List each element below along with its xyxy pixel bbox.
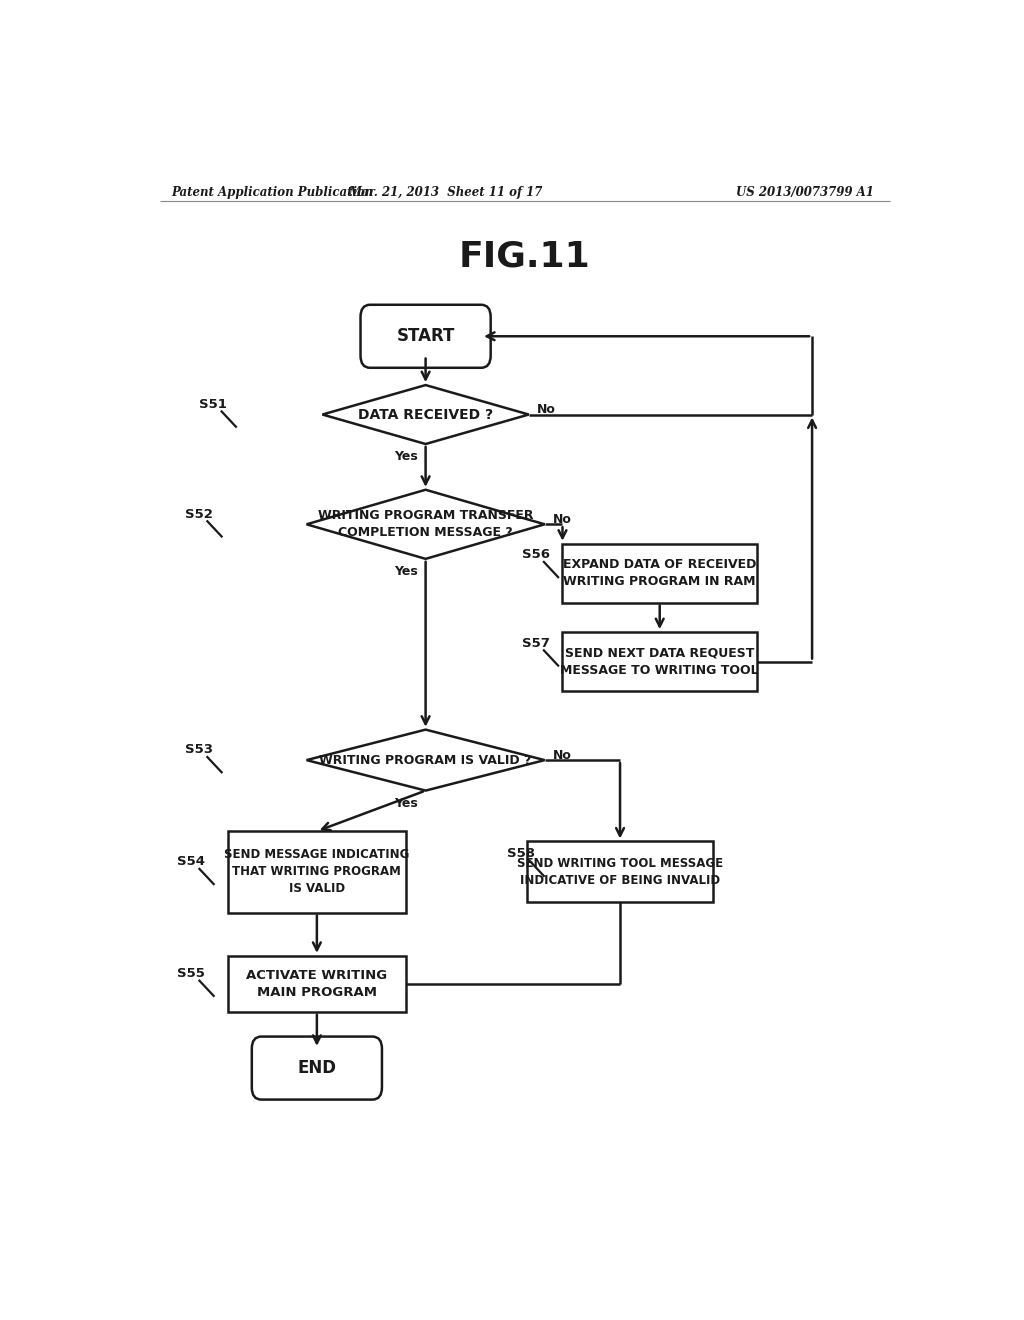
Text: US 2013/0073799 A1: US 2013/0073799 A1 xyxy=(736,186,873,199)
Text: Yes: Yes xyxy=(394,797,418,809)
Text: END: END xyxy=(297,1059,336,1077)
Bar xyxy=(526,841,714,903)
Text: ACTIVATE WRITING
MAIN PROGRAM: ACTIVATE WRITING MAIN PROGRAM xyxy=(247,969,387,999)
Text: FIG.11: FIG.11 xyxy=(459,240,591,273)
Text: No: No xyxy=(553,512,571,525)
Bar xyxy=(227,832,407,912)
Bar xyxy=(562,544,757,602)
Text: S58: S58 xyxy=(507,847,536,861)
Text: SEND WRITING TOOL MESSAGE
INDICATIVE OF BEING INVALID: SEND WRITING TOOL MESSAGE INDICATIVE OF … xyxy=(517,857,723,887)
Text: WRITING PROGRAM TRANSFER
COMPLETION MESSAGE ?: WRITING PROGRAM TRANSFER COMPLETION MESS… xyxy=(317,510,534,540)
Text: S55: S55 xyxy=(177,968,205,979)
Text: No: No xyxy=(537,403,556,416)
Text: S52: S52 xyxy=(185,508,213,520)
Text: Mar. 21, 2013  Sheet 11 of 17: Mar. 21, 2013 Sheet 11 of 17 xyxy=(348,186,543,199)
Bar xyxy=(562,632,757,690)
Text: S54: S54 xyxy=(177,855,205,869)
FancyBboxPatch shape xyxy=(360,305,490,368)
Text: No: No xyxy=(553,748,571,762)
Text: S53: S53 xyxy=(185,743,213,756)
Text: Yes: Yes xyxy=(394,565,418,578)
Text: WRITING PROGRAM IS VALID ?: WRITING PROGRAM IS VALID ? xyxy=(319,754,531,767)
FancyBboxPatch shape xyxy=(252,1036,382,1100)
Polygon shape xyxy=(306,730,545,791)
Text: SEND MESSAGE INDICATING
THAT WRITING PROGRAM
IS VALID: SEND MESSAGE INDICATING THAT WRITING PRO… xyxy=(224,849,410,895)
Text: S56: S56 xyxy=(521,548,550,561)
Text: EXPAND DATA OF RECEIVED
WRITING PROGRAM IN RAM: EXPAND DATA OF RECEIVED WRITING PROGRAM … xyxy=(563,558,757,589)
Polygon shape xyxy=(323,385,528,444)
Text: Patent Application Publication: Patent Application Publication xyxy=(172,186,374,199)
Text: S51: S51 xyxy=(200,397,227,411)
Text: SEND NEXT DATA REQUEST
MESSAGE TO WRITING TOOL: SEND NEXT DATA REQUEST MESSAGE TO WRITIN… xyxy=(560,647,759,677)
Text: DATA RECEIVED ?: DATA RECEIVED ? xyxy=(358,408,494,421)
Polygon shape xyxy=(306,490,545,558)
Text: S57: S57 xyxy=(521,636,550,649)
Text: START: START xyxy=(396,327,455,346)
Bar xyxy=(227,956,407,1011)
Text: Yes: Yes xyxy=(394,450,418,463)
